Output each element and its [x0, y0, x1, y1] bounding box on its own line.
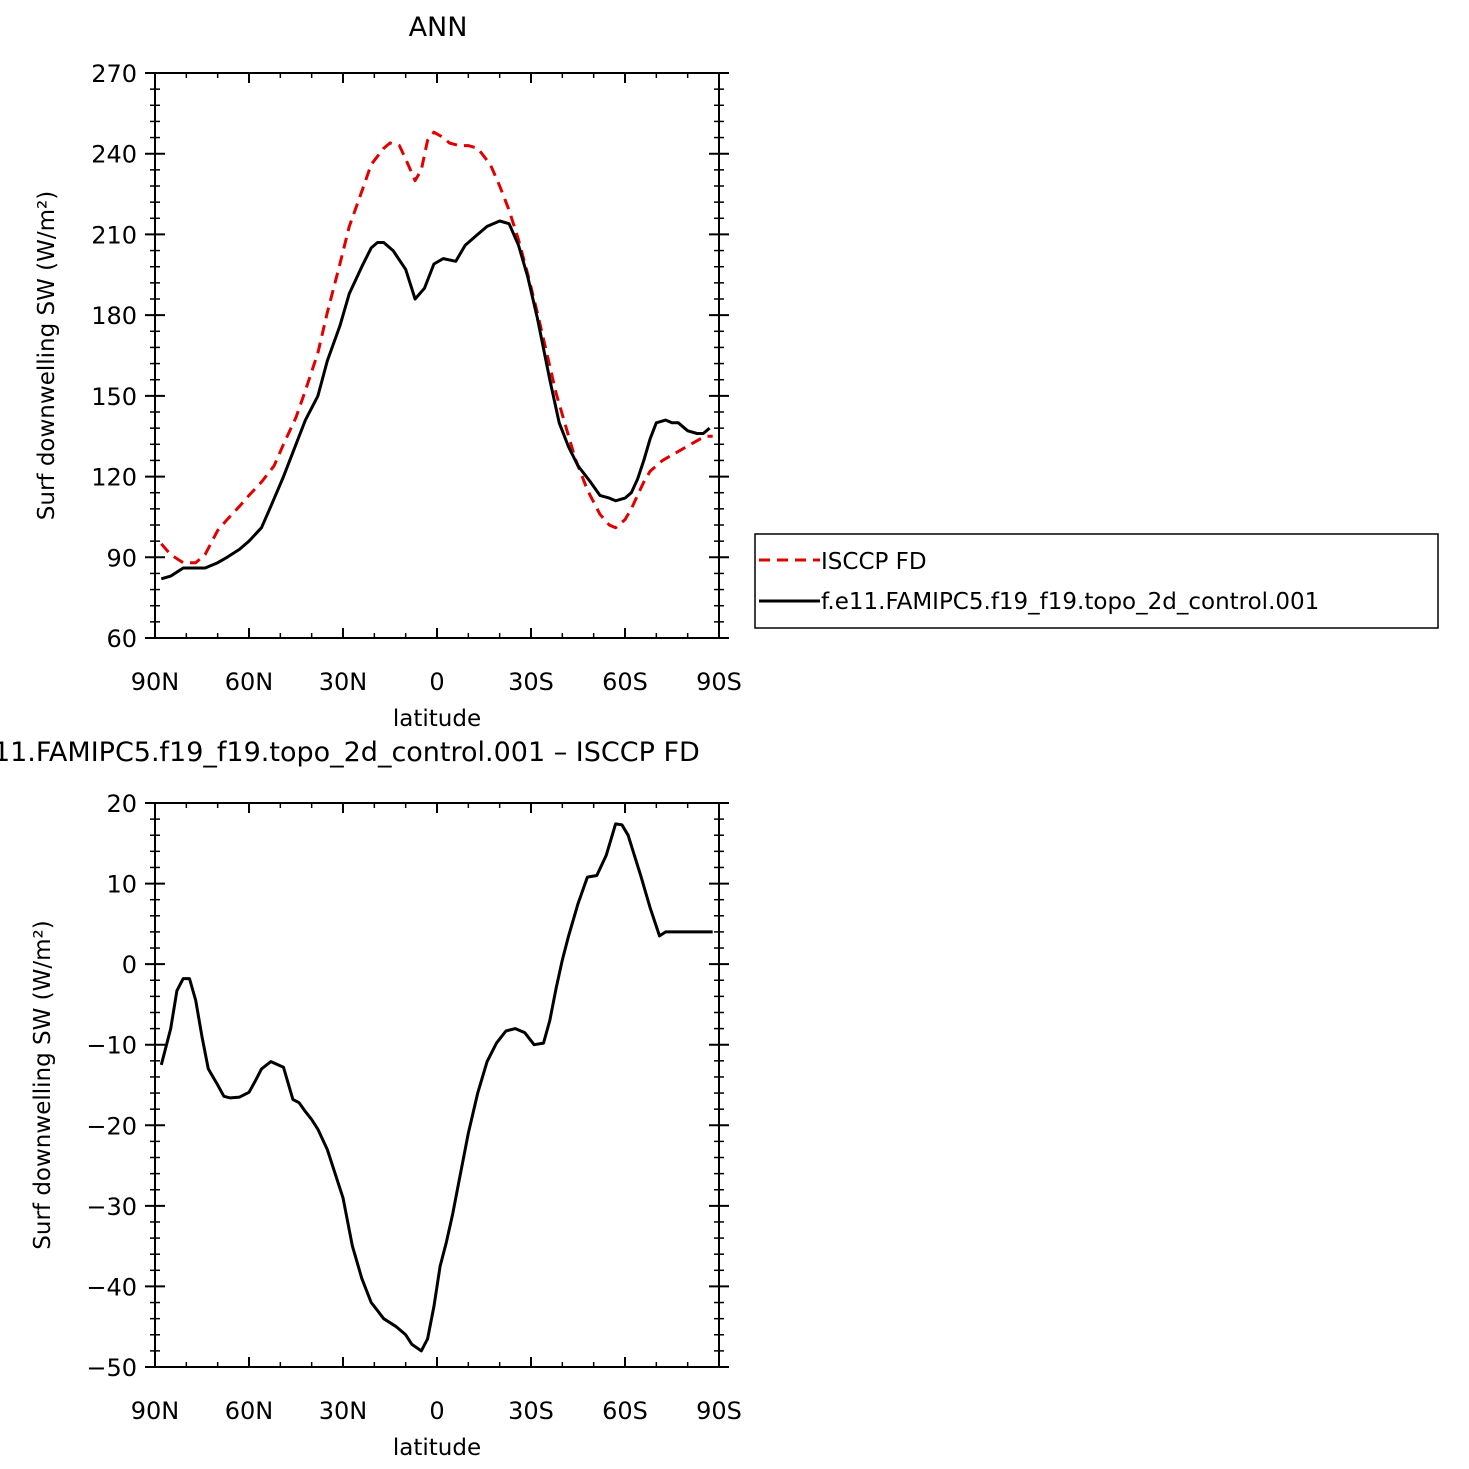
- top-chart-series-line-0: [160, 130, 713, 565]
- bottom-chart-frame: [154, 802, 720, 1368]
- top-chart-xtick-label: 90S: [696, 668, 742, 696]
- bottom-chart-xtick-label: 90S: [696, 1397, 742, 1425]
- bottom-chart-xlabel: latitude: [393, 1435, 481, 1461]
- top-chart-panel: ANN 90N 60N 30N 0 30S 60S 90S 60 90 120 150 180 210 2…: [34, 12, 742, 732]
- bottom-chart-ylabel: Surf downwelling SW (W/m²): [30, 920, 56, 1249]
- bottom-chart-ytick-label: −40: [86, 1273, 137, 1301]
- top-chart-ytick-label: 60: [106, 625, 137, 653]
- bottom-chart-ytick-label: −20: [86, 1112, 137, 1140]
- chart-legend: ISCCP FD f.e11.FAMIPC5.f19_f19.topo_2d_c…: [754, 533, 1439, 629]
- top-chart-series: [160, 130, 713, 581]
- top-chart-ytick-label: 240: [91, 141, 137, 169]
- bottom-chart-ytick-label: −10: [86, 1032, 137, 1060]
- bottom-chart-ytick-label: 20: [106, 790, 137, 818]
- bottom-chart-ytick-label: 0: [122, 951, 137, 979]
- top-chart-series-line-1: [160, 219, 711, 581]
- bottom-chart-title: f.e11.FAMIPC5.f19_f19.topo_2d_control.00…: [0, 737, 700, 768]
- top-chart-xtick-label: 30N: [319, 668, 368, 696]
- legend-label-model: f.e11.FAMIPC5.f19_f19.topo_2d_control.00…: [821, 589, 1319, 615]
- bottom-chart-series: [159, 822, 713, 1353]
- top-chart-title: ANN: [409, 12, 468, 43]
- top-chart-ytick-label: 90: [106, 544, 137, 572]
- bottom-chart-xtick-label: 60N: [225, 1397, 274, 1425]
- top-chart-frame: [154, 72, 720, 639]
- top-chart-ylabel: Surf downwelling SW (W/m²): [34, 191, 60, 520]
- top-chart-ytick-label: 180: [91, 302, 137, 330]
- bottom-chart-ytick-label: −50: [86, 1354, 137, 1382]
- bottom-chart-ytick-label: −30: [86, 1193, 137, 1221]
- bottom-chart-series-line-0: [159, 822, 713, 1353]
- top-chart-ytick-label: 210: [91, 221, 137, 249]
- top-chart-ytick-label: 270: [91, 60, 137, 88]
- top-chart-ytick-label: 150: [91, 383, 137, 411]
- bottom-chart-ytick-label: 10: [106, 871, 137, 899]
- legend-label-isccp: ISCCP FD: [821, 549, 927, 575]
- bottom-chart-panel: f.e11.FAMIPC5.f19_f19.topo_2d_control.00…: [0, 737, 742, 1461]
- top-chart-xtick-label: 0: [429, 668, 444, 696]
- bottom-chart-xtick-label: 60S: [602, 1397, 648, 1425]
- bottom-chart-xtick-label: 90N: [131, 1397, 180, 1425]
- top-chart-xtick-label: 60N: [225, 668, 274, 696]
- bottom-chart-xtick-label: 30S: [508, 1397, 554, 1425]
- top-chart-xtick-label: 60S: [602, 668, 648, 696]
- top-chart-tick-labels: 90N 60N 30N 0 30S 60S 90S 60 90 120 150 180 210 240 27…: [91, 60, 742, 696]
- top-chart-xtick-label: 90N: [131, 668, 180, 696]
- legend-box: [754, 533, 1439, 629]
- bottom-chart-tick-labels: 90N 60N 30N 0 30S 60S 90S −50 −40 −30 −20 −10 0 10 20: [86, 790, 742, 1425]
- bottom-chart-xtick-label: 0: [429, 1397, 444, 1425]
- top-chart-ytick-label: 120: [91, 464, 137, 492]
- top-chart-xtick-label: 30S: [508, 668, 554, 696]
- top-chart-xlabel: latitude: [393, 706, 481, 732]
- bottom-chart-xtick-label: 30N: [319, 1397, 368, 1425]
